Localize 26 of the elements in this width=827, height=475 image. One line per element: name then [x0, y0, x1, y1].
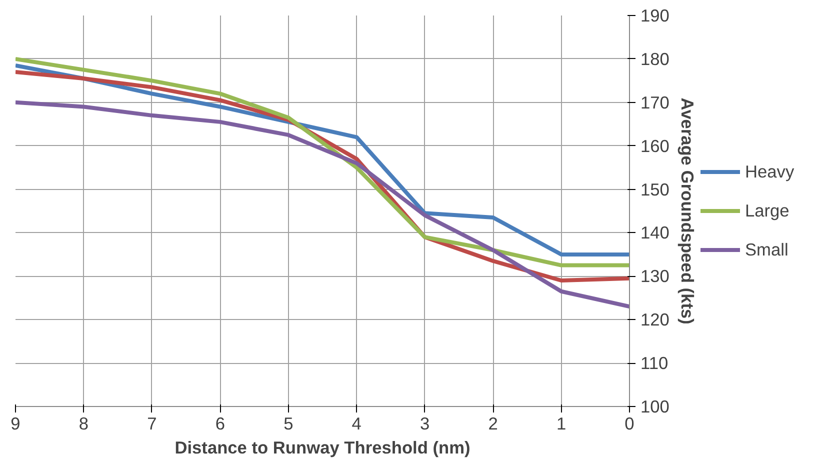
legend-label: Small [745, 239, 788, 260]
legend-label: Large [745, 200, 790, 221]
x-tick-label: 7 [147, 414, 157, 434]
line-series [16, 100, 630, 309]
x-tick-label: 2 [488, 414, 498, 434]
x-tick-label: 0 [624, 414, 634, 434]
y-tick-label: 100 [640, 396, 670, 416]
y-tick-label: 170 [640, 92, 670, 112]
y-tick-label: 140 [640, 222, 670, 243]
y-tick-label: 110 [640, 353, 668, 374]
x-tick-label: 6 [215, 414, 225, 434]
y-tick-label: 160 [640, 136, 670, 156]
legend-label: Heavy [745, 161, 794, 182]
x-tick-label: 9 [10, 414, 20, 434]
y-tick-label: 190 [640, 6, 670, 26]
y-tick-label: 120 [640, 310, 670, 330]
y-tick-label: 150 [640, 179, 670, 200]
y-tick-label: 130 [640, 266, 670, 286]
x-tick-label: 3 [420, 414, 430, 434]
x-tick-label: 4 [352, 414, 362, 434]
x-tick-label: 1 [556, 414, 566, 434]
x-tick-label: 8 [78, 414, 89, 434]
x-tick-label: 5 [284, 414, 294, 434]
x-axis-title: Distance to Runway Threshold (nm) [174, 438, 470, 458]
y-tick-label: 180 [640, 48, 670, 69]
y-axis-title: Average Groundspeed (kts) [677, 98, 698, 324]
